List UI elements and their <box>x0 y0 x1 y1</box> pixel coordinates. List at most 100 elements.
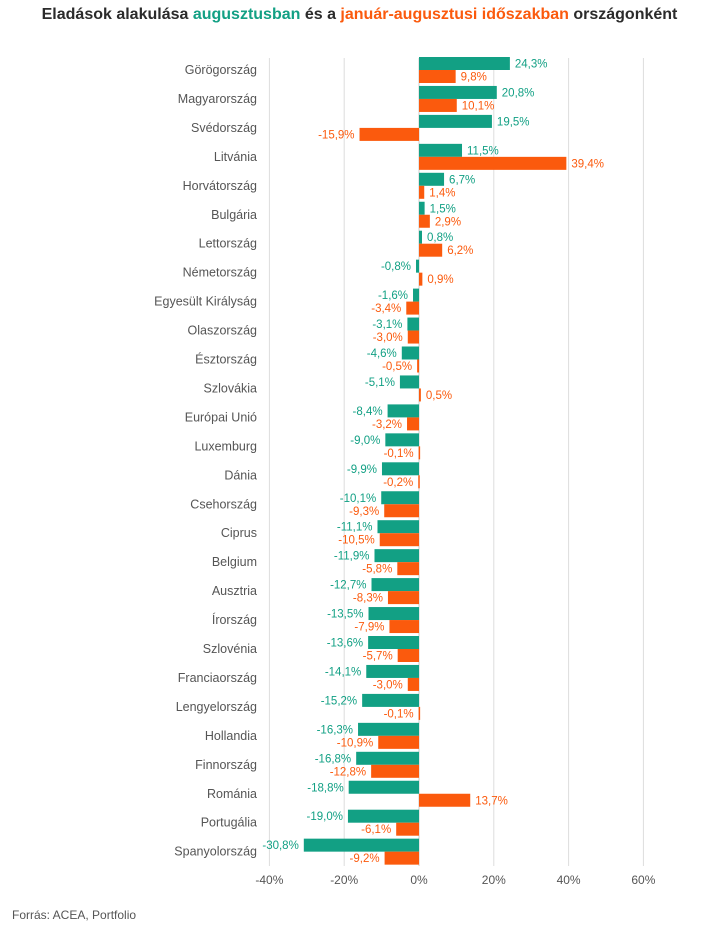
data-label-jan-aug: -5,8% <box>362 564 392 576</box>
source-note: Forrás: ACEA, Portfolio <box>12 908 137 922</box>
data-label-august: 24,3% <box>515 59 548 71</box>
bar-august <box>368 607 419 621</box>
category-label: Svédország <box>191 121 257 135</box>
category-label: Görögország <box>185 63 257 77</box>
data-label-jan-aug: -3,0% <box>373 679 403 691</box>
category-label: Belgium <box>212 555 257 569</box>
data-label-jan-aug: -5,7% <box>363 651 393 663</box>
data-label-jan-aug: 1,4% <box>429 187 455 199</box>
bar-august <box>419 172 445 186</box>
category-label: Lengyelország <box>176 700 257 714</box>
x-tick-label: 60% <box>631 873 655 887</box>
bar-august <box>356 751 419 765</box>
data-label-jan-aug: -15,9% <box>318 129 354 141</box>
title-highlight-august: augusztusban <box>192 6 301 23</box>
data-label-august: -13,5% <box>327 609 363 621</box>
data-label-august: -11,9% <box>334 551 370 563</box>
bar-chart: -40% -20% 0% 20% 40% 60% Görögország 24,3% 9,8% M… <box>154 57 656 887</box>
data-label-jan-aug: 39,4% <box>571 158 604 170</box>
category-label: Hollandia <box>205 729 257 743</box>
data-label-august: -18,8% <box>307 782 343 794</box>
category-label: Ausztria <box>212 584 257 598</box>
category-label: Horvátország <box>183 179 257 193</box>
title-part2: és a <box>300 6 341 23</box>
category-label: Csehország <box>190 497 257 511</box>
data-label-august: 11,5% <box>467 145 499 157</box>
bar-august <box>303 838 419 852</box>
data-label-jan-aug: 6,2% <box>447 245 473 257</box>
category-label: Franciaország <box>178 671 257 685</box>
bar-jan-aug <box>419 185 425 199</box>
bar-jan-aug <box>396 822 419 836</box>
category-label: Portugália <box>201 816 257 830</box>
bar-jan-aug <box>371 764 419 778</box>
data-label-jan-aug: 9,8% <box>461 72 487 84</box>
data-label-jan-aug: 0,9% <box>427 274 453 286</box>
bar-jan-aug <box>419 793 471 807</box>
bar-jan-aug <box>419 98 457 112</box>
bar-august <box>348 780 419 794</box>
bar-jan-aug <box>407 330 419 344</box>
data-label-jan-aug: -3,0% <box>373 332 403 344</box>
bar-jan-aug <box>419 214 430 228</box>
data-label-august: -1,6% <box>378 290 408 302</box>
data-label-jan-aug: -10,5% <box>338 535 374 547</box>
data-label-august: -11,1% <box>337 522 373 534</box>
data-label-jan-aug: -0,1% <box>384 448 414 460</box>
category-label: Ciprus <box>221 526 257 540</box>
data-label-august: 6,7% <box>449 174 475 186</box>
category-label: Finnország <box>195 758 257 772</box>
category-label: Litvánia <box>214 150 257 164</box>
x-tick-label: 0% <box>410 873 428 887</box>
data-label-jan-aug: -6,1% <box>361 824 391 836</box>
data-label-jan-aug: -3,2% <box>372 419 402 431</box>
bar-august <box>419 57 510 70</box>
bar-jan-aug <box>359 127 419 141</box>
bar-august <box>385 433 419 447</box>
bar-august <box>401 346 419 360</box>
x-tick-label: 40% <box>557 873 581 887</box>
data-label-jan-aug: -0,5% <box>382 361 412 373</box>
data-label-august: -10,1% <box>340 493 376 505</box>
bar-jan-aug <box>418 446 421 460</box>
category-label: Bulgária <box>211 208 257 222</box>
category-label: Írország <box>212 612 257 627</box>
data-label-august: -19,0% <box>307 811 343 823</box>
data-label-august: -16,3% <box>317 724 353 736</box>
data-label-august: 1,5% <box>430 203 456 215</box>
category-label: Szlovénia <box>203 642 257 656</box>
data-label-jan-aug: -9,2% <box>350 853 380 865</box>
x-tick-label: 20% <box>482 873 506 887</box>
bar-august <box>399 375 419 389</box>
bar-august <box>413 288 419 302</box>
data-label-jan-aug: -0,2% <box>383 477 413 489</box>
title-part3: országonként <box>568 6 678 23</box>
bar-jan-aug <box>384 851 419 865</box>
data-label-jan-aug: 2,9% <box>435 216 461 228</box>
data-label-jan-aug: -0,1% <box>384 708 414 720</box>
data-label-august: 19,5% <box>497 116 530 128</box>
bar-august <box>362 693 419 707</box>
data-label-august: -16,8% <box>315 753 351 765</box>
bar-august <box>374 549 419 563</box>
bar-august <box>368 636 419 649</box>
category-label: Magyarország <box>178 92 257 106</box>
data-label-august: -13,6% <box>327 638 363 650</box>
category-label: Románia <box>207 787 257 801</box>
bar-jan-aug <box>407 417 419 431</box>
bar-jan-aug <box>419 156 567 170</box>
category-label: Spanyolország <box>174 845 257 859</box>
category-label: Dánia <box>224 468 257 482</box>
bar-august <box>419 114 492 128</box>
bar-august <box>419 201 425 215</box>
bar-august <box>416 259 419 273</box>
data-label-august: -8,4% <box>353 406 383 418</box>
data-label-august: 0,8% <box>427 232 453 244</box>
category-label: Egyesült Királyság <box>154 295 257 309</box>
data-label-jan-aug: 13,7% <box>475 795 508 807</box>
bar-jan-aug <box>419 70 456 83</box>
category-label: Olaszország <box>188 324 258 338</box>
bar-jan-aug <box>387 591 419 605</box>
bar-jan-aug <box>384 504 419 518</box>
category-label: Európai Unió <box>185 410 257 424</box>
